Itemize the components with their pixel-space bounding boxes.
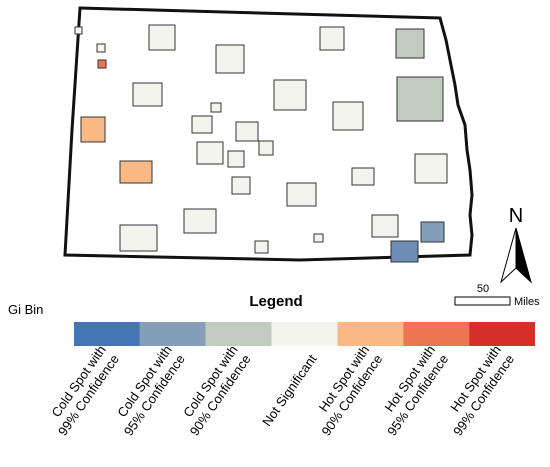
bin <box>235 121 259 142</box>
bin <box>96 43 106 53</box>
north-arrow: N <box>500 205 532 284</box>
scale-bar: 50 Miles <box>454 283 540 308</box>
bin <box>148 24 176 51</box>
bin <box>132 82 163 107</box>
legend-label: Not Significant <box>259 351 320 429</box>
legend-swatch <box>469 322 535 346</box>
hex-bins <box>74 24 448 263</box>
bin <box>420 221 445 243</box>
bin <box>313 233 324 243</box>
bin <box>371 214 399 238</box>
legend-label-line: Not Significant <box>259 351 320 429</box>
bin <box>396 76 444 122</box>
bin <box>97 59 107 69</box>
bin <box>119 160 153 184</box>
bin <box>414 153 448 184</box>
legend-swatch <box>139 322 206 346</box>
legend-swatch <box>337 322 404 346</box>
bin <box>215 44 245 74</box>
legend-swatch <box>271 322 338 346</box>
north-arrow-right <box>515 227 532 284</box>
scale-value: 50 <box>477 283 489 295</box>
bin <box>210 102 222 113</box>
scale-unit: Miles <box>514 296 540 308</box>
bin <box>74 26 83 35</box>
bin <box>351 167 375 186</box>
north-label: N <box>509 205 523 227</box>
bin <box>286 182 317 207</box>
bin <box>254 240 269 254</box>
bin <box>258 140 274 156</box>
legend-swatch <box>205 322 272 346</box>
bin <box>273 79 307 111</box>
north-arrow-left <box>500 227 517 284</box>
bin <box>332 101 364 131</box>
legend-title: Legend <box>249 293 302 310</box>
bin <box>395 28 425 59</box>
bin <box>80 116 106 143</box>
map <box>63 6 474 263</box>
bin <box>119 224 158 252</box>
state-outline <box>63 6 474 262</box>
bin <box>231 176 251 195</box>
bin <box>319 26 345 51</box>
legend-swatch <box>403 322 470 346</box>
scale-bar-rect <box>454 296 511 306</box>
bin <box>191 115 213 134</box>
bin <box>183 208 217 234</box>
legend-field: Gi Bin <box>8 302 43 317</box>
bin <box>390 240 419 263</box>
bin <box>196 141 224 165</box>
legend-swatch <box>74 322 140 346</box>
bin <box>227 150 245 168</box>
